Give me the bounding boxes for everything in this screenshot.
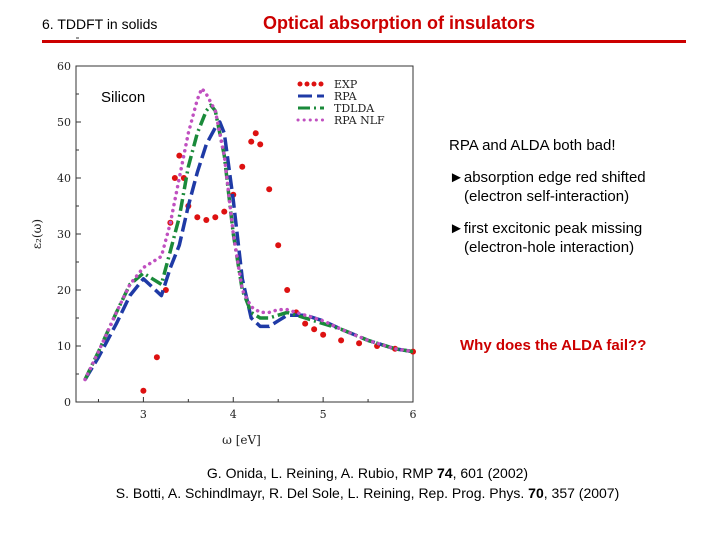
y-axis-label: ε₂(ω) — [30, 219, 44, 249]
y-tick-label: 20 — [57, 284, 71, 297]
data-point — [194, 214, 201, 221]
bullet-item: ►absorption edge red shifted — [449, 168, 646, 187]
data-point — [338, 337, 345, 344]
ref-volume: 70 — [528, 485, 544, 501]
data-point — [153, 354, 160, 361]
data-point — [356, 340, 363, 347]
ref-authors: S. Botti, A. Schindlmayr, R. Del Sole, L… — [115, 485, 529, 501]
data-point — [302, 320, 309, 327]
data-point — [221, 208, 228, 215]
y-tick-label: 40 — [57, 172, 71, 185]
ref-authors: G. Onida, L. Reining, A. Rubio, RMP — [206, 465, 437, 481]
reference-1: G. Onida, L. Reining, A. Rubio, RMP 74, … — [0, 463, 720, 483]
legend-label: TDLDA — [334, 102, 375, 115]
y-tick-label: 0 — [64, 396, 71, 409]
data-point — [257, 141, 264, 148]
bullet-text: first excitonic peak missing — [463, 220, 643, 237]
observation-list: RPA and ALDA both bad! ►absorption edge … — [449, 136, 646, 257]
data-point — [248, 138, 255, 145]
conclusion-text: RPA and ALDA both bad! — [449, 137, 616, 154]
y-tick-label: 30 — [57, 228, 71, 241]
data-point — [171, 175, 178, 181]
legend-label: EXP — [334, 78, 358, 91]
legend-marker — [311, 81, 317, 87]
data-point — [176, 152, 183, 159]
x-tick-label: 3 — [140, 408, 147, 421]
bullet-marker: ► — [449, 169, 464, 186]
data-point — [320, 331, 327, 338]
question-text: Why does the ALDA fail?? — [460, 337, 647, 354]
section-label: 6. TDDFT in solids — [42, 16, 158, 32]
ref-volume: 74 — [437, 465, 453, 481]
data-point — [275, 242, 282, 249]
title-rule — [42, 40, 686, 43]
ref-pages: , 601 (2002) — [452, 465, 529, 481]
legend-label: RPA — [334, 90, 358, 103]
material-label: Silicon — [101, 89, 146, 106]
y-tick-label: 60 — [57, 60, 71, 73]
ref-pages: , 357 (2007) — [543, 485, 620, 501]
bullet-marker: ► — [449, 220, 464, 237]
reference-2: S. Botti, A. Schindlmayr, R. Del Sole, L… — [0, 483, 720, 503]
data-point — [284, 287, 291, 293]
data-point — [239, 163, 246, 170]
data-point — [252, 130, 259, 137]
data-point — [266, 186, 273, 193]
x-axis-label: ω [eV] — [222, 433, 261, 447]
x-tick-label: 5 — [320, 408, 327, 421]
data-point — [140, 387, 147, 394]
x-tick-label: 6 — [410, 408, 417, 421]
legend-marker — [318, 81, 324, 87]
legend-marker — [304, 81, 310, 87]
x-tick-label: 4 — [230, 408, 237, 421]
series-line-tdlda — [83, 103, 414, 381]
chart-series — [83, 86, 416, 394]
bullet-item: ►first excitonic peak missing — [449, 219, 646, 238]
data-point — [203, 217, 210, 223]
references: G. Onida, L. Reining, A. Rubio, RMP 74, … — [0, 463, 720, 503]
bullet-detail: (electron-hole interaction) — [464, 239, 635, 256]
legend-label: RPA NLF — [334, 114, 385, 127]
legend-marker — [297, 81, 303, 87]
series-line-rpa — [83, 120, 414, 381]
bullet-text: absorption edge red shifted — [463, 169, 646, 186]
series-line-rpa-nlf — [83, 86, 415, 382]
slide-title: Optical absorption of insulators — [263, 13, 536, 33]
data-point — [212, 214, 219, 221]
y-tick-label: 50 — [57, 116, 71, 129]
bullet-detail: (electron self-interaction) — [464, 188, 630, 205]
y-tick-label: 10 — [57, 340, 71, 353]
data-point — [311, 326, 318, 333]
chart-axes: 0 10 20 30 40 50 60 3 4 5 6 ω [eV] ε₂(ω) — [30, 37, 417, 447]
